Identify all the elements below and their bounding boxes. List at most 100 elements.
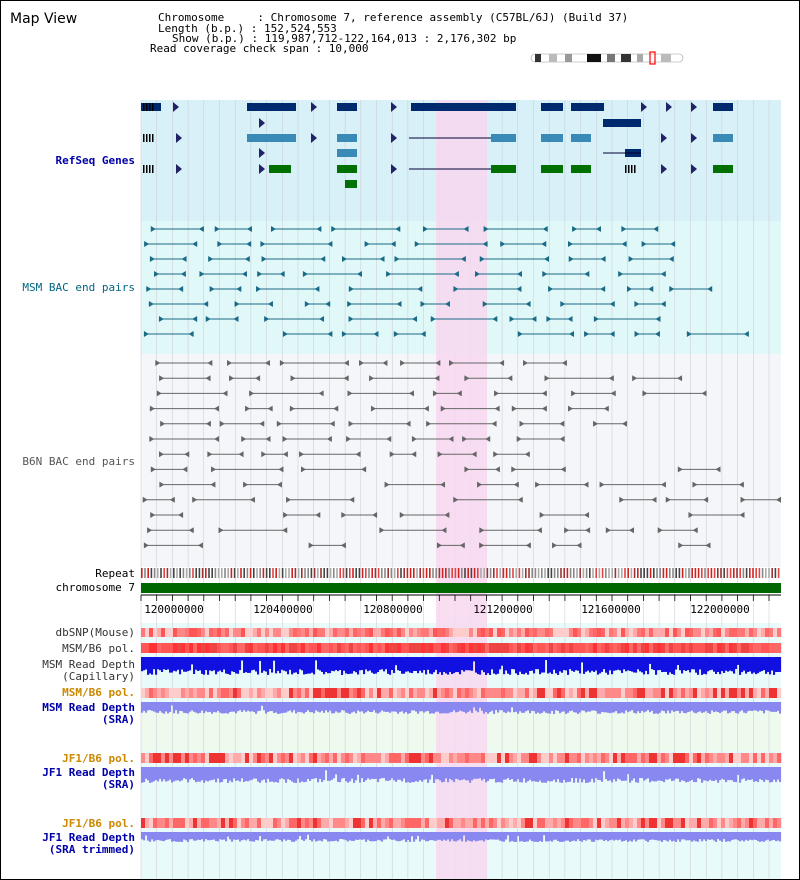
depth-bar — [243, 657, 246, 673]
heat-cell — [557, 643, 562, 653]
bac-end-marker — [282, 527, 288, 534]
heat-cell — [401, 643, 406, 653]
depth-bar — [491, 702, 494, 711]
depth-bar — [219, 767, 222, 783]
heat-cell — [325, 628, 330, 637]
read-depth-tracks[interactable] — [141, 657, 782, 842]
depth-bar — [469, 832, 472, 842]
bac-end-marker — [677, 466, 683, 473]
depth-bar — [231, 657, 234, 672]
depth-bar — [511, 767, 514, 780]
bac-end-marker — [149, 405, 155, 412]
heat-cell — [645, 643, 650, 653]
repeat-element — [185, 568, 188, 578]
repeat-element — [608, 568, 610, 578]
depth-bar — [165, 767, 168, 782]
depth-bar — [321, 657, 324, 672]
repeat-track[interactable] — [141, 568, 780, 578]
heat-cell — [313, 753, 318, 763]
heat-cell — [677, 753, 682, 763]
gene-block — [541, 103, 563, 111]
depth-bar — [297, 832, 300, 840]
repeat-element — [237, 568, 239, 578]
heat-cell — [549, 643, 554, 653]
bac-end-marker — [208, 256, 214, 262]
chromosome-ideogram[interactable] — [530, 51, 684, 65]
bac-end-marker — [267, 301, 273, 307]
msm-bac-pairs-features[interactable] — [143, 226, 749, 337]
depth-bar — [489, 832, 492, 840]
depth-bar — [445, 702, 448, 714]
heat-cell — [729, 753, 734, 763]
heat-cell — [517, 753, 522, 763]
depth-bar — [663, 767, 666, 783]
depth-bar — [595, 657, 598, 671]
chromosome-bar[interactable] — [141, 583, 781, 593]
depth-bar — [501, 702, 504, 711]
depth-bar — [261, 767, 264, 781]
depth-bar — [189, 657, 192, 671]
depth-bar — [591, 767, 594, 779]
heat-cell — [657, 688, 662, 698]
heat-cell — [729, 628, 734, 637]
depth-bar — [567, 657, 570, 675]
depth-bar — [487, 767, 490, 781]
depth-bar — [285, 832, 288, 841]
repeat-element — [640, 568, 642, 578]
heat-cell — [521, 818, 526, 828]
depth-bar — [735, 767, 738, 783]
depth-bar — [671, 832, 674, 842]
bac-end-marker — [255, 375, 261, 382]
heat-cell — [561, 643, 566, 653]
bac-end-marker — [524, 451, 530, 458]
heat-cell — [589, 628, 594, 637]
heat-cell — [573, 643, 578, 653]
repeat-element — [393, 568, 396, 578]
depth-bar — [415, 702, 418, 712]
bac-end-marker — [205, 420, 211, 427]
bac-end-marker — [412, 316, 418, 322]
depth-bar — [441, 657, 444, 675]
depth-bar — [489, 657, 492, 675]
heat-cell — [581, 753, 586, 763]
depth-bar — [279, 832, 282, 841]
depth-bar — [361, 767, 364, 779]
heat-cell — [253, 688, 258, 698]
bac-end-marker — [361, 466, 367, 473]
b6n-bac-pairs-features[interactable] — [142, 360, 781, 549]
heat-cell — [181, 753, 186, 763]
heatmap-tracks[interactable] — [141, 628, 782, 828]
depth-bar — [535, 767, 538, 782]
heat-cell — [297, 753, 302, 763]
refseq-genes-features[interactable] — [141, 102, 733, 188]
heat-cell — [505, 753, 510, 763]
depth-bar — [189, 767, 192, 780]
heat-cell — [729, 818, 734, 828]
heat-cell — [449, 753, 454, 763]
depth-bar — [251, 832, 254, 842]
heat-cell — [677, 818, 682, 828]
depth-bar — [427, 832, 430, 842]
bac-end-marker — [564, 527, 570, 534]
depth-bar — [403, 832, 406, 840]
depth-bar — [545, 657, 548, 661]
depth-bar — [625, 767, 628, 781]
depth-bar — [555, 702, 558, 711]
depth-bar — [693, 657, 696, 670]
repeat-element — [713, 568, 716, 578]
gene-arrow — [641, 102, 647, 112]
gene-arrow — [691, 133, 697, 143]
repeat-element — [723, 568, 725, 578]
depth-bar — [423, 702, 426, 713]
depth-bar — [147, 702, 150, 711]
depth-bar — [505, 657, 508, 671]
depth-bar — [167, 767, 170, 781]
bac-end-marker — [516, 436, 522, 442]
heat-cell — [633, 688, 638, 698]
bac-end-marker — [226, 360, 232, 366]
heat-cell — [725, 753, 730, 763]
heat-cell — [337, 643, 342, 653]
heat-cell — [525, 818, 530, 828]
heat-cell — [413, 818, 418, 828]
